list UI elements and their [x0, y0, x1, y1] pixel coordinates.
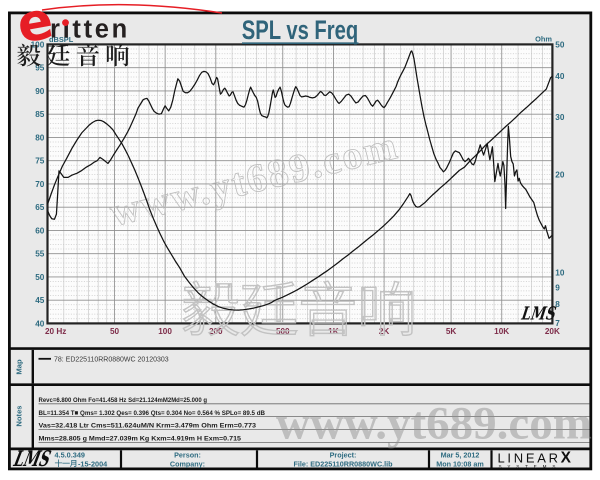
- cjk-glyph: [106, 43, 129, 67]
- linearx-logo: LINEARX S Y S T E M S: [498, 450, 574, 470]
- map-section-label: Map: [15, 359, 24, 375]
- logo-swoosh-arc: [41, 3, 223, 14]
- notes-text-block: Revc=6.800 Ohm Fo=41.458 Hz Sd=21.124mM2…: [38, 397, 590, 443]
- svg-text:80: 80: [35, 133, 45, 142]
- cjk-glyph: [76, 43, 99, 67]
- cjk-glyph: [300, 280, 355, 337]
- cjk-glyph: [62, 462, 70, 464]
- svg-text:10: 10: [555, 269, 565, 278]
- svg-text:30: 30: [555, 113, 565, 122]
- cjk-glyph: [46, 43, 70, 67]
- linearx-systems-sub: S Y S T E M S: [499, 464, 558, 469]
- svg-text:40: 40: [555, 72, 565, 81]
- svg-text:20: 20: [555, 170, 565, 179]
- svg-text:85: 85: [35, 110, 45, 119]
- svg-text:50: 50: [555, 40, 565, 49]
- svg-text:7: 7: [555, 319, 560, 328]
- svg-text:100: 100: [31, 40, 45, 49]
- file-label: File: ED225110RR0880WC.lib: [293, 460, 393, 469]
- svg-text:55: 55: [35, 250, 45, 259]
- svg-text:95: 95: [35, 64, 45, 73]
- brand-chinese-name: [17, 43, 129, 67]
- left-axis-tick-labels: 40 45 50 55 60 65 70 75 80 85 90 95 100: [31, 40, 45, 328]
- left-axis-title: dBSPL: [49, 35, 74, 44]
- lms-footer-logo: LMS: [11, 447, 53, 471]
- company-label: Company:: [170, 460, 205, 469]
- right-axis-title: Ohm: [535, 34, 552, 43]
- legend-entry: 78: ED225110RR0880WC 20120303: [54, 357, 169, 364]
- logo-i-dot: [62, 19, 69, 26]
- section-borders: [9, 347, 591, 468]
- notes-section-label: Notes: [15, 405, 24, 426]
- plot-border: [46, 43, 554, 325]
- lms-plot-corner-mark: LMS: [519, 303, 558, 324]
- svg-text:70: 70: [35, 180, 45, 189]
- version-text: 4.5.0.349: [55, 451, 85, 460]
- notes-line: Mms=28.805 g Mmd=27.039m Kg Kxm=4.919m H…: [39, 436, 242, 443]
- footer-date: Mar 5, 2012: [441, 451, 480, 460]
- svg-text:10K: 10K: [494, 327, 509, 336]
- footer-date-cn-rest: -15-2004: [78, 459, 108, 468]
- svg-text:50: 50: [110, 327, 120, 336]
- watermark-bottom-url: www.yt689.com: [276, 398, 592, 450]
- svg-text:8: 8: [555, 300, 560, 309]
- grid-minor-hlines: [47, 48, 553, 320]
- grid-major-lines: [47, 44, 553, 324]
- notes-line: BL=11.354 T■ Qms= 1.302 Qes= 0.396 Qts= …: [39, 410, 266, 417]
- svg-text:20K: 20K: [545, 327, 560, 336]
- svg-text:45: 45: [35, 296, 45, 305]
- svg-text:40: 40: [35, 319, 45, 328]
- cjk-glyph: [54, 459, 63, 467]
- person-label: Person:: [174, 451, 201, 460]
- svg-text:5K: 5K: [446, 327, 457, 336]
- svg-text:60: 60: [35, 226, 45, 235]
- svg-text:20 Hz: 20 Hz: [45, 327, 66, 336]
- project-label: Project:: [330, 451, 357, 460]
- svg-text:90: 90: [35, 87, 45, 96]
- spl-response-curve: [46, 50, 553, 239]
- cjk-glyph: [17, 43, 41, 67]
- chart-title: SPL vs Freq: [242, 15, 359, 45]
- footer-date-cn: [54, 459, 77, 467]
- impedance-curve: [46, 75, 553, 311]
- cjk-glyph: [240, 281, 299, 337]
- svg-text:50: 50: [35, 273, 45, 282]
- linearx-wordmark: LINEARX: [498, 450, 574, 467]
- cjk-glyph: [69, 459, 77, 467]
- svg-text:75: 75: [35, 157, 45, 166]
- svg-text:9: 9: [555, 284, 560, 293]
- notes-line: Vas=32.418 Ltr Cms=511.624uM/N Krm=3.479…: [39, 423, 257, 430]
- footer-time: Mon 10:08 am: [436, 460, 484, 469]
- footer-bar: LMS 4.5.0.349 -15-2004 Person: Company: …: [11, 447, 574, 471]
- notes-line: Revc=6.800 Ohm Fo=41.458 Hz Sd=21.124mM2…: [39, 397, 208, 404]
- svg-text:200: 200: [209, 327, 223, 336]
- right-axis-tick-labels: 50 40 30 20 10 9 8 7: [555, 40, 565, 328]
- svg-text:100: 100: [158, 327, 172, 336]
- logo-wordmark: rıtten: [50, 16, 130, 44]
- svg-text:1K: 1K: [328, 327, 339, 336]
- cjk-glyph: [361, 280, 413, 336]
- svg-text:65: 65: [35, 203, 45, 212]
